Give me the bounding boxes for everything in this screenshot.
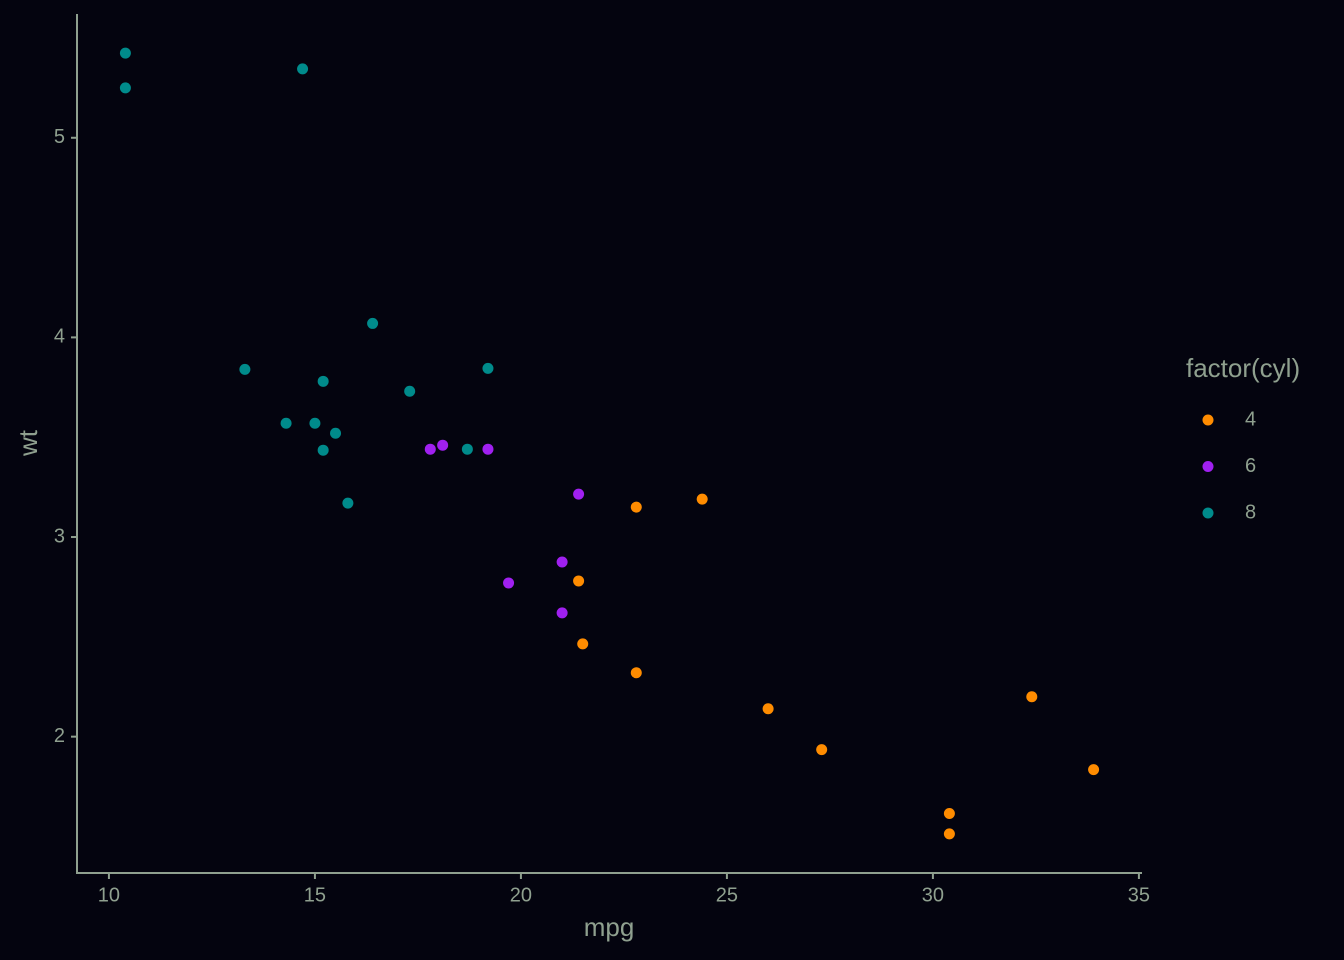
point (280, 417, 292, 429)
point (1088, 764, 1100, 776)
point (762, 703, 774, 715)
legend-key (1202, 414, 1214, 426)
point (696, 493, 708, 505)
point (816, 744, 828, 756)
y-tick-label: 5 (54, 126, 65, 148)
point (404, 385, 416, 397)
legend-label: 8 (1245, 501, 1256, 523)
point (556, 607, 568, 619)
point (367, 317, 379, 329)
point (424, 443, 436, 455)
point (119, 47, 131, 59)
legend-key (1202, 461, 1214, 472)
point (573, 575, 585, 587)
point (239, 363, 251, 375)
point (119, 82, 131, 94)
legend-label: 4 (1245, 408, 1256, 430)
x-tick-label: 30 (922, 884, 944, 906)
y-tick-label: 2 (54, 725, 65, 747)
x-tick-label: 15 (304, 884, 326, 906)
legend-label: 6 (1245, 455, 1256, 477)
legend-key (1202, 507, 1214, 519)
y-tick-label: 4 (54, 326, 65, 348)
point (317, 375, 329, 387)
point (577, 638, 589, 650)
x-tick-label: 35 (1128, 884, 1150, 906)
point (503, 577, 515, 589)
point (630, 667, 642, 679)
point (342, 497, 354, 509)
x-tick-label: 20 (510, 884, 532, 906)
x-tick-label: 25 (716, 884, 738, 906)
point (461, 443, 473, 455)
point (317, 444, 329, 456)
point (330, 427, 342, 439)
point (309, 417, 321, 429)
point (482, 443, 494, 455)
point (573, 488, 585, 500)
point (556, 556, 568, 568)
point (943, 828, 955, 840)
legend-title: factor(cyl) (1186, 353, 1300, 383)
y-tick-label: 3 (54, 525, 65, 547)
point (1026, 691, 1038, 703)
point (437, 439, 449, 451)
point (297, 63, 309, 75)
y-axis-title: wt (13, 429, 43, 457)
point (482, 362, 494, 374)
point (630, 501, 642, 513)
point (943, 808, 955, 820)
x-tick-label: 10 (98, 884, 120, 906)
x-axis-title: mpg (584, 912, 635, 942)
